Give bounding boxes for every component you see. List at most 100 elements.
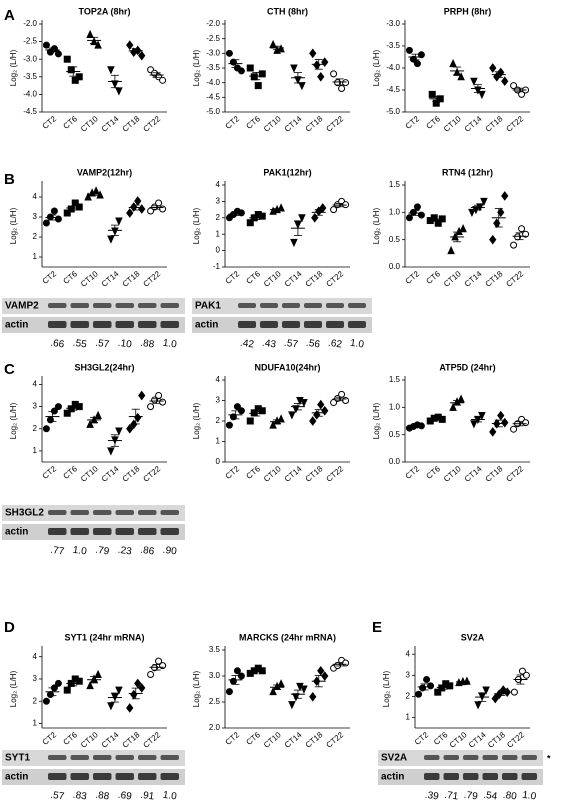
x-tick-label: CT10: [79, 269, 100, 289]
chart: TOP2A (8hr) Log₂ (L/H) -2.0 -2.5 -3.0 -3.5 -4.…: [9, 6, 167, 134]
band: [443, 773, 459, 780]
point: [269, 686, 277, 696]
panel-letter: E: [372, 619, 382, 636]
band: [70, 510, 89, 515]
y-tick-label: 3: [33, 212, 38, 221]
quantification: 1.0: [162, 790, 178, 800]
blot-label: SH3GL2: [5, 508, 44, 519]
band: [482, 773, 498, 780]
point: [457, 394, 465, 403]
band: [463, 755, 479, 760]
y-tick-label: 3: [216, 197, 221, 206]
x-tick-label: CT6: [425, 464, 443, 481]
x-tick-label: CT18: [121, 269, 142, 289]
chart-title: SYT1 (24hr mRNA): [64, 632, 144, 642]
point: [300, 685, 308, 694]
quantification: .54: [483, 790, 499, 800]
point: [115, 686, 123, 695]
x-tick-label: CT22: [324, 114, 345, 134]
band: [93, 773, 112, 780]
point: [292, 405, 300, 414]
band: [138, 303, 157, 308]
x-tick-label: CT22: [504, 269, 525, 289]
x-tick-label: CT6: [425, 269, 443, 286]
point: [225, 49, 233, 57]
blot-label: actin: [5, 772, 28, 783]
point: [300, 399, 308, 408]
band: [160, 321, 179, 328]
chart-title: MARCKS (24hr mRNA): [239, 632, 336, 642]
x-tick-label: CT2: [224, 269, 242, 286]
y-tick-label: -2.5: [206, 34, 220, 43]
y-tick-label: -3.0: [23, 54, 37, 63]
quantification: 1.0: [72, 545, 88, 558]
point: [277, 44, 285, 53]
blot-label: PAK1: [195, 301, 221, 312]
point: [497, 410, 505, 421]
point: [489, 427, 497, 437]
band: [93, 510, 112, 515]
band: [115, 755, 134, 760]
western-blot: PAK1 actin .42 .43 .57 .56 .62 1.0: [192, 298, 372, 351]
x-tick-label: CT22: [504, 114, 525, 134]
point: [510, 688, 518, 696]
x-tick-label: CT10: [262, 114, 283, 134]
band: [93, 755, 112, 760]
x-tick-label: CT22: [141, 464, 162, 484]
point: [138, 204, 146, 214]
y-tick-label: -2.5: [23, 37, 37, 46]
x-tick-label: CT18: [304, 114, 325, 134]
point: [463, 676, 471, 685]
y-tick-label: -2.0: [206, 19, 220, 28]
quantification: .42: [239, 338, 255, 351]
quantification: .83: [72, 790, 88, 800]
x-tick-label: CT14: [100, 269, 121, 289]
y-tick-label: 2: [33, 424, 38, 433]
point: [63, 55, 71, 63]
band: [115, 321, 134, 328]
point: [134, 196, 142, 206]
x-tick-label: CT22: [505, 730, 526, 750]
point: [468, 208, 476, 218]
y-tick-label: -4.0: [386, 63, 400, 72]
point: [42, 41, 50, 49]
point: [317, 71, 325, 82]
y-tick-label: -4.5: [206, 92, 220, 101]
y-tick-label: 4: [216, 180, 221, 189]
band: [115, 528, 134, 535]
y-tick-label: 2.0: [209, 723, 221, 732]
point: [342, 79, 350, 87]
point: [126, 423, 134, 434]
point: [84, 192, 92, 201]
y-tick-label: -2.0: [23, 19, 37, 28]
x-tick-label: CT14: [283, 464, 304, 484]
y-tick-label: 1: [33, 719, 38, 728]
point: [107, 66, 115, 75]
band: [138, 755, 157, 760]
quantification: .57: [95, 338, 111, 351]
point: [510, 425, 518, 433]
point: [522, 230, 530, 238]
point: [457, 72, 465, 81]
point: [409, 55, 417, 63]
x-tick-label: CT14: [100, 730, 121, 750]
band: [238, 321, 256, 328]
point: [428, 90, 436, 98]
y-axis-label: Log₂ (L/H): [9, 49, 18, 86]
point: [290, 238, 298, 248]
western-blot: VAMP2 actin .66 .55 .57 .10 .88 1.0: [2, 298, 185, 351]
quantification: .62: [327, 338, 343, 351]
y-axis-label: Log₂ (L/H): [192, 49, 201, 86]
y-tick-label: -5.0: [386, 107, 400, 116]
y-tick-label: -3.5: [23, 72, 37, 81]
y-tick-label: 2: [33, 232, 38, 241]
quantification: .57: [283, 338, 299, 351]
x-tick-label: CT2: [404, 269, 422, 286]
point: [470, 420, 478, 429]
point: [288, 411, 296, 420]
x-tick-label: CT18: [484, 464, 505, 484]
point: [126, 703, 134, 713]
blot-label: actin: [5, 320, 28, 331]
x-tick-label: CT14: [100, 114, 121, 134]
